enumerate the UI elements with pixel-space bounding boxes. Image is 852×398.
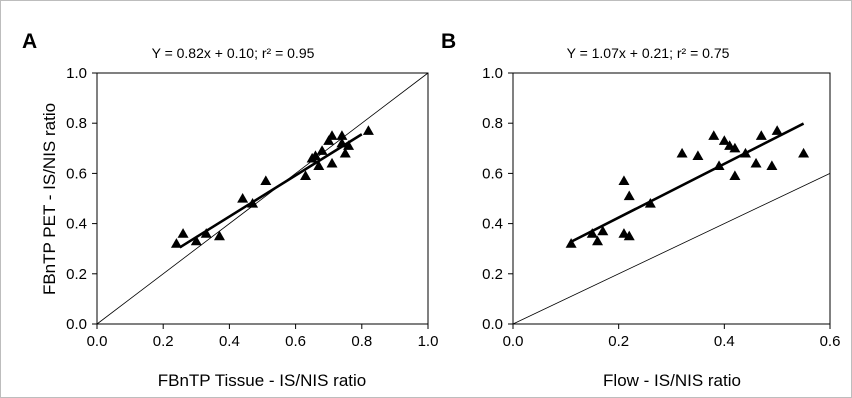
panel-b-label: B: [441, 30, 456, 53]
panel-a-data-point: [362, 125, 374, 135]
panel-b-x-tick-label: 0.4: [714, 333, 735, 350]
panel-b-data-point: [798, 147, 810, 158]
panel-a-data-point: [313, 160, 325, 170]
panel-b: B Y = 1.07x + 0.21; r² = 0.75 Flow - IS/…: [441, 30, 840, 390]
panel-a-data-point: [336, 137, 348, 148]
panel-b-data-point: [771, 125, 783, 135]
panel-a-y-tick-label: 0.2: [66, 266, 87, 283]
panel-a-y-tick-label: 0.8: [66, 115, 87, 132]
panel-b-data-point: [739, 147, 751, 158]
panel-a-y-tick-label: 0.0: [66, 316, 87, 333]
panel-b-data-point: [618, 175, 630, 186]
panel-a-x-tick-label: 0.6: [285, 333, 306, 350]
panel-a-x-tick-label: 0.2: [153, 333, 174, 350]
panel-b-data-point: [713, 160, 725, 170]
panel-a-x-axis-title: FBnTP Tissue - IS/NIS ratio: [158, 371, 366, 390]
panel-b-identity-line: [512, 173, 831, 325]
panel-a-identity-line: [96, 72, 429, 325]
panel-b-data-point: [676, 147, 688, 158]
panel-b-data-point: [766, 160, 778, 170]
panel-b-data-point: [623, 230, 635, 241]
panel-a-data-point: [336, 130, 348, 140]
panel-a-data-point: [343, 140, 355, 150]
panel-a-plot-area: 0.0 0.2 0.4 0.6 0.8 1.0 0.0 0.2 0.4 0.6 0.8 1.0: [66, 65, 438, 350]
panel-b-x-tick-label: 0.2: [608, 333, 629, 350]
panel-a-equation: Y = 0.82x + 0.10; r² = 0.95: [152, 45, 315, 61]
panel-b-data-point: [729, 170, 741, 181]
panel-a-plot-frame: [96, 72, 429, 325]
panel-a-data-point: [177, 228, 189, 238]
panel-a-data-point: [247, 198, 259, 208]
panel-a-x-tick-label: 1.0: [418, 333, 439, 350]
panel-b-y-tick-label: 1.0: [482, 65, 503, 82]
panel-a-x-tick-label: 0.4: [219, 333, 240, 350]
panel-b-data-point: [692, 150, 704, 160]
panel-a-data-point: [323, 135, 335, 145]
panel-b-y-tick-label: 0.6: [482, 165, 503, 182]
panel-b-data-point: [755, 130, 767, 140]
panel-b-y-tick-label: 0.2: [482, 266, 503, 283]
panel-b-data-point: [708, 130, 720, 140]
panel-a-data-point: [300, 170, 312, 181]
panel-b-data-point: [623, 190, 635, 201]
panel-b-plot-frame: [512, 72, 831, 325]
panel-b-equation: Y = 1.07x + 0.21; r² = 0.75: [567, 45, 730, 61]
panel-a-regression-line: [179, 133, 363, 249]
panel-b-regression-line: [570, 122, 805, 243]
panel-a-x-tick-label: 0.8: [351, 333, 372, 350]
panel-b-x-tick-label: 0.6: [820, 333, 841, 350]
panel-b-data-point: [592, 235, 604, 246]
panel-a-data-point: [339, 147, 351, 158]
panel-b-data-point: [586, 228, 598, 238]
panel-b-x-tick-label: 0.0: [503, 333, 524, 350]
panel-a-data-point: [190, 235, 202, 246]
panel-a-data-point: [260, 175, 272, 186]
panel-a-data-point: [309, 150, 321, 160]
panel-b-data-point: [597, 225, 609, 236]
panel-b-data-point: [718, 135, 730, 145]
panel-a-data-point: [170, 238, 182, 248]
panel-b-plot-area: 0.0 0.2 0.4 0.6 0.0 0.2 0.4 0.6 0.8 1.0: [482, 65, 840, 350]
panel-a-data-point: [237, 193, 249, 203]
panel-a-data-point: [326, 157, 338, 168]
panel-b-y-tick-label: 0.0: [482, 316, 503, 333]
panel-b-x-axis-title: Flow - IS/NIS ratio: [603, 371, 741, 390]
panel-a-label: A: [22, 30, 37, 53]
panel-a-y-axis-title: FBnTP PET - IS/NIS ratio: [40, 103, 59, 295]
panel-b-data-point: [565, 238, 577, 248]
panel-a: A Y = 0.82x + 0.10; r² = 0.95 FBnTP PET …: [22, 30, 438, 390]
panel-b-data-point: [750, 157, 762, 168]
panel-a-data-point: [213, 230, 225, 241]
panel-b-y-tick-label: 0.8: [482, 115, 503, 132]
panel-a-data-point: [316, 145, 328, 155]
panel-a-data-point: [200, 228, 212, 238]
panel-b-data-point: [644, 198, 656, 208]
panel-a-data-point: [326, 130, 338, 140]
panel-a-y-tick-label: 1.0: [66, 65, 87, 82]
panel-a-y-tick-label: 0.4: [66, 216, 87, 233]
panel-a-y-tick-label: 0.6: [66, 165, 87, 182]
panel-b-data-point: [729, 142, 741, 153]
panel-b-y-tick-label: 0.4: [482, 216, 503, 233]
panel-a-x-tick-label: 0.0: [87, 333, 108, 350]
